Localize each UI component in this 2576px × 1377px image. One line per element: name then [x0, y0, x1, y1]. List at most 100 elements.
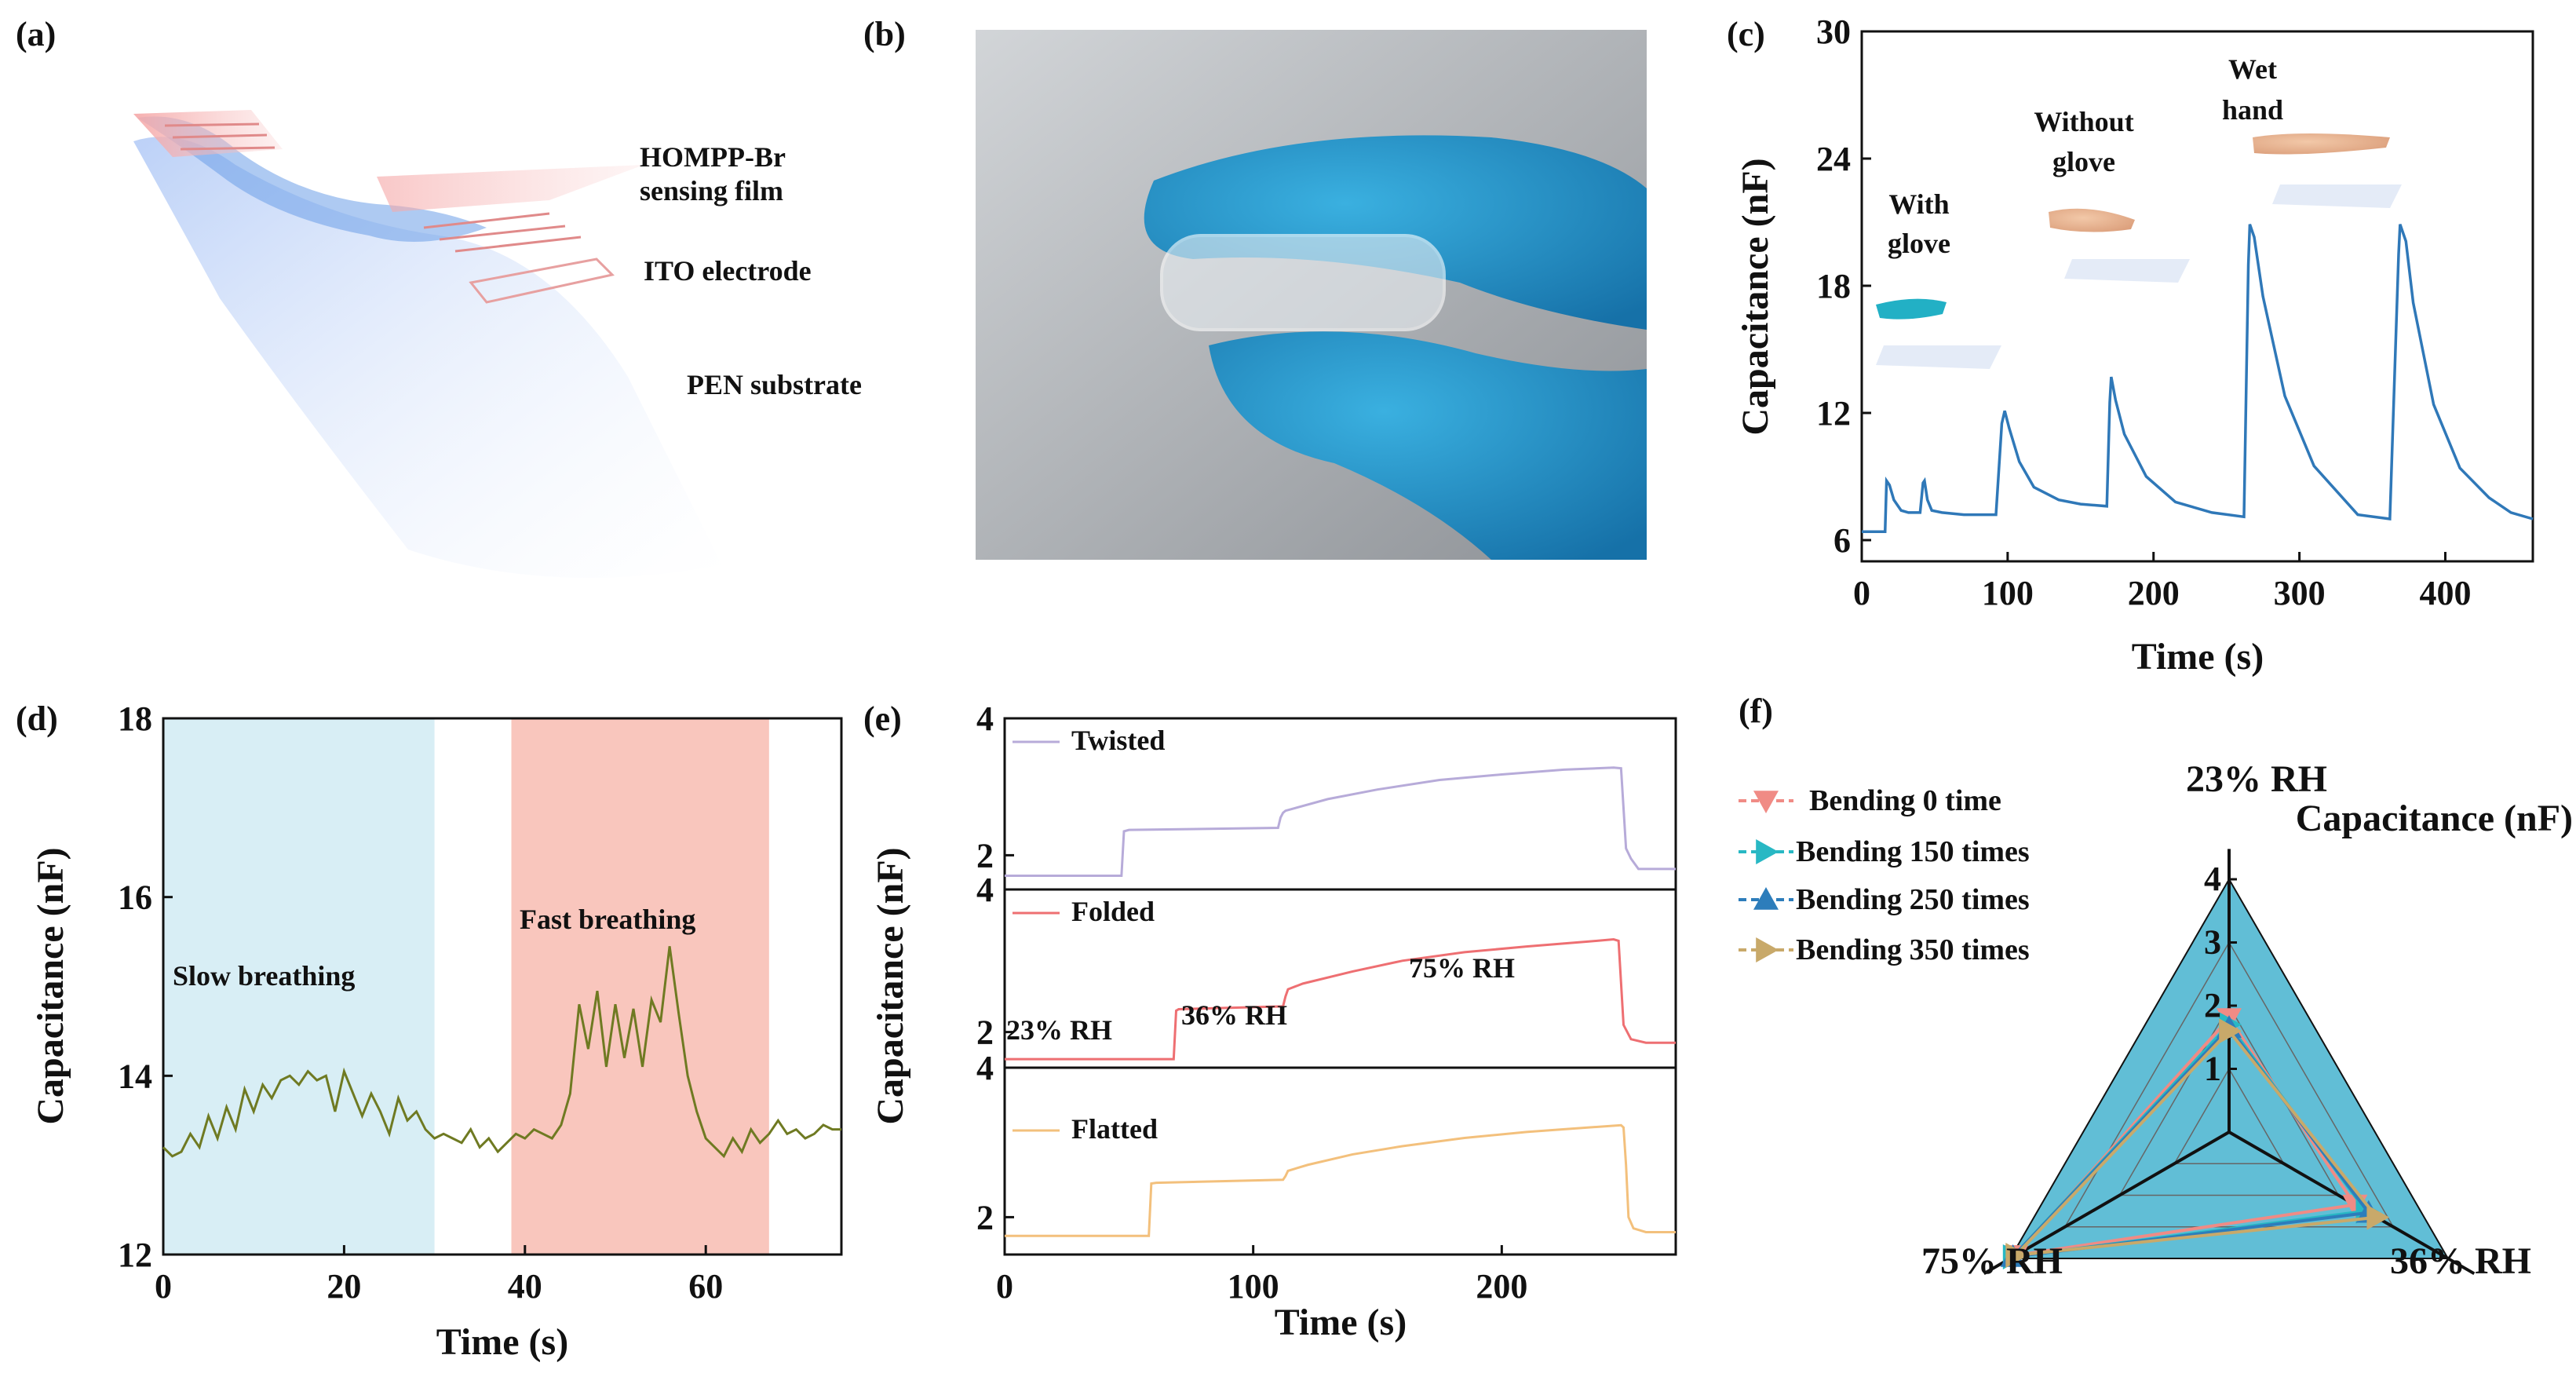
e-legend-flatted: Flatted	[1071, 1113, 1158, 1145]
panel-label-d: (d)	[16, 699, 58, 738]
f-legend-b350: Bending 350 times	[1796, 933, 2030, 966]
f-legend-b150: Bending 150 times	[1796, 835, 2030, 868]
flexible-sensor	[1160, 234, 1446, 331]
c-annotation-hand: hand	[2222, 94, 2283, 126]
e-xtick-label: 0	[996, 1267, 1013, 1306]
c-y-axis-label: Capacitance (nF)	[1735, 158, 1776, 435]
d-xtick-label: 20	[327, 1267, 361, 1306]
e-xtick-label: 100	[1228, 1267, 1279, 1306]
glove-top-finger	[1144, 135, 1647, 330]
panel-f-chart: 1 2 3 4 23% RH 36% RH 75% RH Capacitance (n…	[1739, 758, 2573, 1282]
e-xtick-label: 200	[1476, 1267, 1527, 1306]
e-ytick-label: 2	[976, 1198, 994, 1236]
glove-bottom-finger	[1209, 331, 1647, 560]
d-ytick-label: 14	[118, 1057, 152, 1095]
d-xtick-label: 0	[155, 1267, 172, 1306]
c-xtick-label: 0	[1853, 574, 1870, 612]
panel-label-a: (a)	[16, 15, 56, 53]
sensor-photo	[976, 30, 1647, 560]
c-plot-frame	[1860, 30, 2534, 563]
c-x-axis-label: Time (s)	[2132, 636, 2264, 678]
f-legend-marker	[1753, 791, 1779, 813]
e-legend-folded: Folded	[1071, 896, 1155, 927]
e-annotation-36rh: 36% RH	[1181, 999, 1287, 1031]
f-series-marker	[2219, 1018, 2242, 1044]
d-ytick-label: 12	[118, 1236, 152, 1274]
d-xtick-label: 60	[688, 1267, 723, 1306]
e-annotation-75rh: 75% RH	[1409, 952, 1515, 984]
label-ito-electrode: ITO electrode	[644, 255, 812, 287]
c-annotation-with: With	[1888, 188, 1949, 220]
c-ytick-label: 12	[1816, 394, 1851, 433]
e-ytick-label: 2	[976, 1014, 994, 1052]
e-y-axis-label: Capacitance (nF)	[870, 847, 911, 1124]
f-legend-b250: Bending 250 times	[1796, 883, 2030, 916]
f-series-marker	[2366, 1204, 2390, 1230]
f-rtick-label: 2	[2204, 986, 2221, 1025]
e-plot-frame	[1003, 717, 1677, 1256]
e-flatted-line	[1005, 1123, 1676, 1237]
d-xtick-label: 40	[508, 1267, 542, 1306]
d-ytick-label: 18	[118, 699, 152, 738]
electrode-traces	[164, 122, 582, 253]
c-xtick-label: 100	[1982, 574, 2034, 612]
e-twisted-line	[1005, 766, 1676, 878]
bare-hand-illustration	[2049, 208, 2135, 232]
e-folded-line	[1005, 938, 1676, 1061]
sensing-film-tail	[377, 165, 644, 212]
f-legend-marker	[1756, 839, 1779, 864]
e-ytick-label: 4	[976, 1049, 994, 1087]
d-slow-region	[163, 718, 435, 1255]
device-schematic	[133, 110, 722, 579]
f-axis-36rh: 36% RH	[2390, 1240, 2531, 1282]
e-ytick-label: 4	[976, 871, 994, 909]
c-xtick-label: 400	[2419, 574, 2471, 612]
f-axis-75rh: 75% RH	[1921, 1240, 2063, 1282]
c-ytick-label: 30	[1816, 13, 1851, 51]
d-plot-frame	[162, 717, 843, 1256]
gloved-hand-illustration	[1876, 298, 1947, 320]
c-ytick-label: 18	[1816, 267, 1851, 305]
e-legend-twisted: Twisted	[1071, 725, 1165, 756]
f-legend-marker	[1756, 937, 1779, 962]
panel-label-f: (f)	[1739, 692, 1773, 730]
e-ytick-label: 4	[976, 699, 994, 738]
c-annotation-glove: glove	[1888, 228, 1950, 259]
d-y-axis-label: Capacitance (nF)	[30, 847, 71, 1124]
d-ytick-label: 16	[118, 878, 152, 917]
c-annotation-without: Without	[2034, 106, 2133, 137]
d-fast-breathing-label: Fast breathing	[520, 904, 695, 935]
f-legend-marker	[1753, 887, 1779, 910]
e-x-axis-label: Time (s)	[1275, 1302, 1407, 1343]
label-sensing-film: sensing film	[640, 175, 783, 206]
sensing-film-layer	[133, 110, 283, 157]
panel-label-e: (e)	[863, 699, 902, 738]
c-annotation-glove2: glove	[2052, 146, 2115, 177]
e-ytick-label: 2	[976, 836, 994, 875]
f-series-marker	[2005, 1242, 2029, 1268]
panel-d-chart: 12 14 16 18 0 20 40 60 Capacitance (nF) Time (s…	[30, 699, 843, 1363]
f-rtick-label: 1	[2204, 1050, 2221, 1088]
c-annotation-wet: Wet	[2228, 53, 2277, 85]
f-rtick-label: 4	[2204, 860, 2221, 898]
f-axis-23rh: 23% RH	[2186, 758, 2327, 800]
c-ytick-label: 24	[1816, 140, 1851, 178]
wet-hand-illustration	[2253, 133, 2390, 155]
f-series-polygon	[2011, 1028, 2381, 1258]
d-fast-region	[511, 718, 769, 1255]
c-xtick-label: 300	[2274, 574, 2326, 612]
c-xtick-label: 200	[2128, 574, 2180, 612]
e-annotation-23rh: 23% RH	[1006, 1014, 1112, 1046]
c-series-line	[1862, 224, 2534, 533]
label-pen-substrate: PEN substrate	[687, 369, 862, 400]
f-rtick-label: 3	[2204, 923, 2221, 962]
f-title: Capacitance (nF)	[2296, 798, 2573, 839]
d-slow-breathing-label: Slow breathing	[173, 960, 355, 992]
d-x-axis-label: Time (s)	[436, 1321, 568, 1363]
label-hompp-br: HOMPP-Br	[640, 141, 786, 173]
pen-substrate-layer	[133, 137, 722, 579]
panel-label-c: (c)	[1727, 15, 1765, 53]
c-ytick-label: 6	[1833, 521, 1851, 560]
